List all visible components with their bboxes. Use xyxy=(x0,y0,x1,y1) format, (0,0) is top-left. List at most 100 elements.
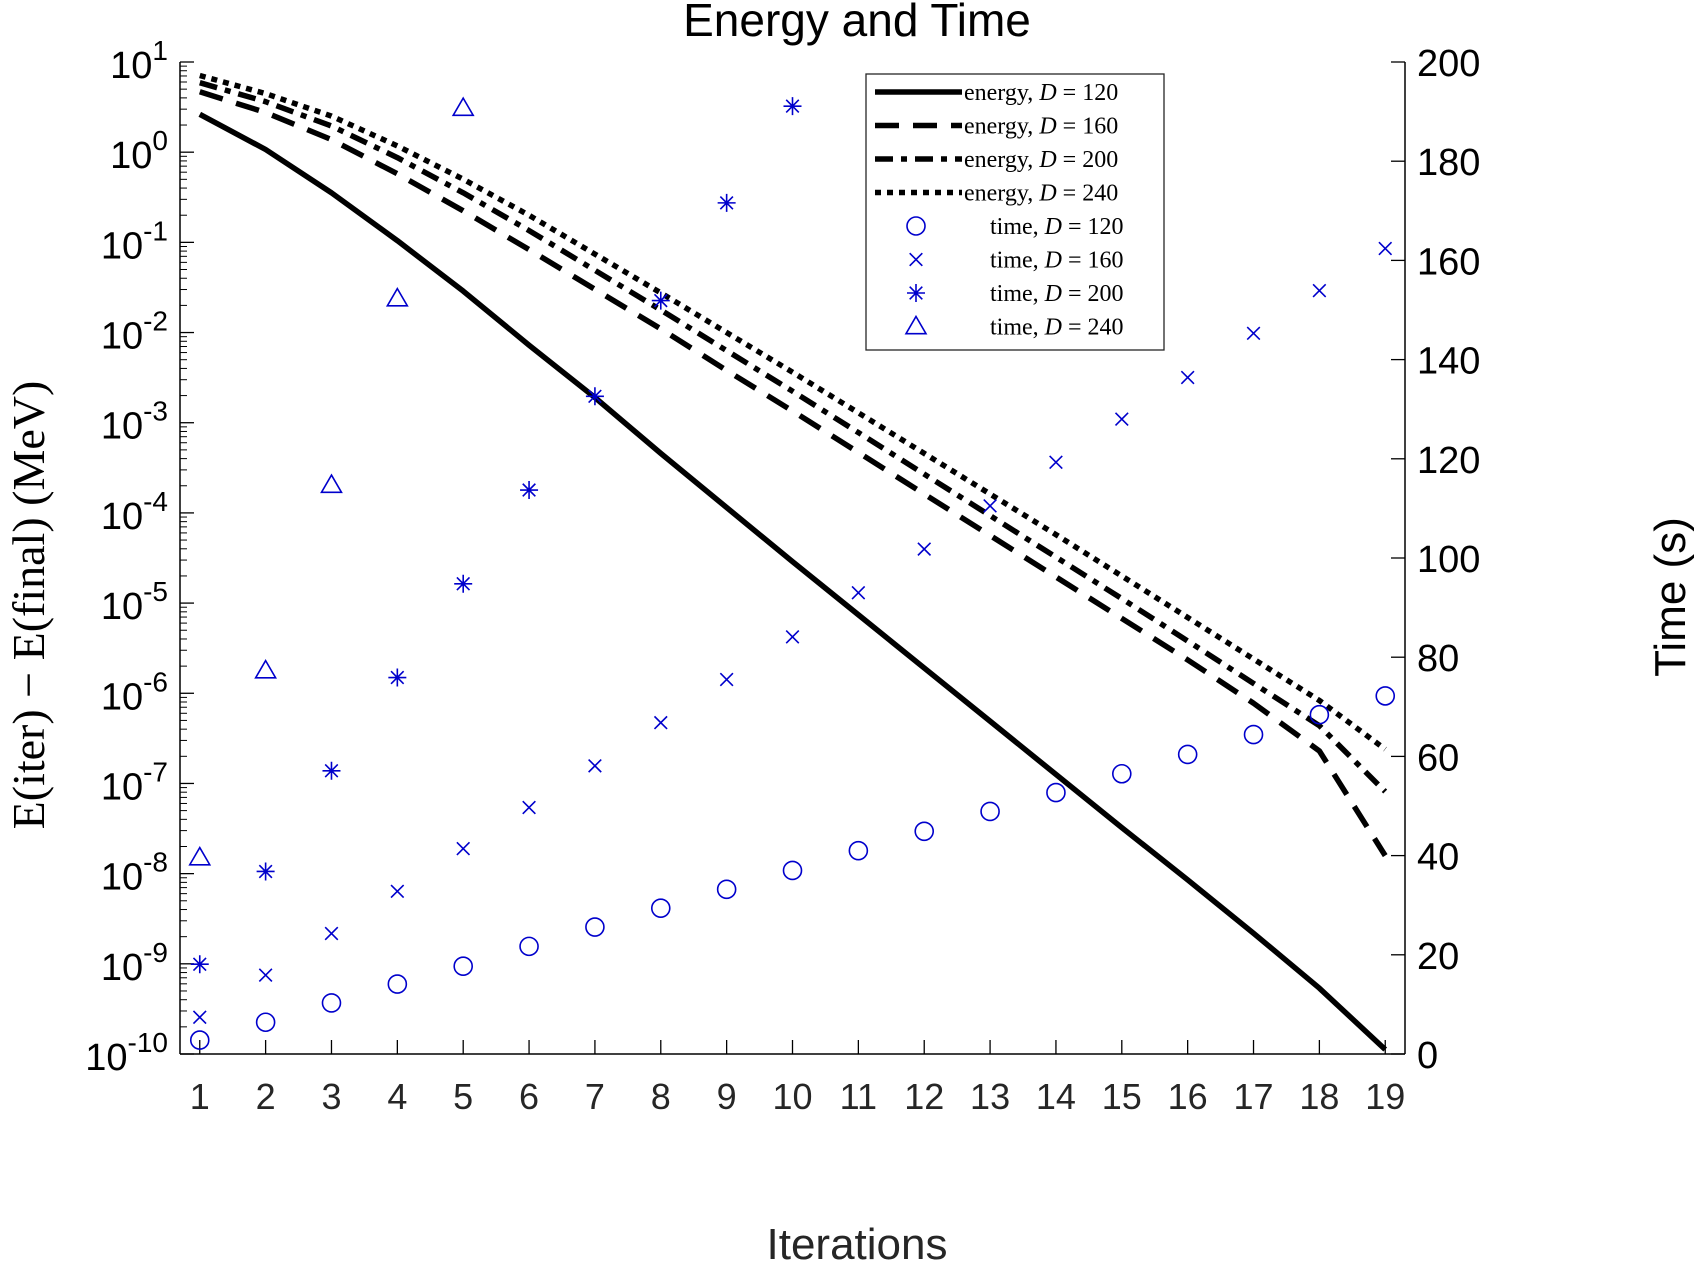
x-tick-label: 12 xyxy=(904,1076,944,1117)
series-energy-d240 xyxy=(199,72,1387,752)
x-tick-label: 3 xyxy=(321,1076,341,1117)
time-marker-d120 xyxy=(1309,704,1330,725)
time-marker-d160 xyxy=(456,841,471,856)
y-axis-right-label: Time (s) xyxy=(1646,517,1695,677)
y-left-tick-label: 10-10 xyxy=(85,1027,168,1079)
x-tick-label: 16 xyxy=(1168,1076,1208,1117)
x-tick-label: 6 xyxy=(519,1076,539,1117)
legend-label: energy, D = 200 xyxy=(964,147,1118,173)
time-marker-d120 xyxy=(914,821,935,842)
x-tick-label: 17 xyxy=(1233,1076,1273,1117)
time-marker-d200 xyxy=(190,955,209,974)
time-marker-d120 xyxy=(255,1012,276,1033)
x-tick-label: 15 xyxy=(1102,1076,1142,1117)
time-marker-d160 xyxy=(719,672,734,687)
y-left-tick-label: 10-7 xyxy=(101,756,168,808)
legend-entry: energy, D = 240 xyxy=(875,181,1118,207)
time-marker-d120 xyxy=(848,840,869,861)
time-marker-d160 xyxy=(785,629,800,644)
time-marker-d120 xyxy=(782,860,803,881)
time-marker-d200 xyxy=(256,862,275,881)
time-marker-d160 xyxy=(1312,283,1327,298)
x-tick-label: 10 xyxy=(772,1076,812,1117)
y-right-tick-label: 140 xyxy=(1417,341,1480,383)
y-right-tick-label: 200 xyxy=(1417,43,1480,85)
time-marker-d120 xyxy=(321,993,342,1013)
time-marker-d160 xyxy=(1180,370,1195,385)
legend-entry: energy, D = 200 xyxy=(875,147,1118,173)
time-marker-d240 xyxy=(320,473,343,494)
y-left-tick-label: 10-1 xyxy=(101,215,168,267)
series-energy-d200 xyxy=(199,80,1388,794)
time-marker-d120 xyxy=(1112,763,1132,784)
time-marker-d200 xyxy=(454,574,473,593)
time-marker-d120 xyxy=(189,1030,210,1050)
energy-line-d200 xyxy=(199,80,1388,794)
x-tick-label: 7 xyxy=(585,1076,605,1117)
x-tick-label: 11 xyxy=(840,1076,877,1117)
time-marker-d200 xyxy=(585,387,604,406)
time-marker-d160 xyxy=(1246,326,1261,341)
x-tick-label: 13 xyxy=(970,1076,1010,1117)
time-marker-d160 xyxy=(653,715,668,730)
x-tick-label: 14 xyxy=(1036,1076,1076,1117)
legend-marker-circle xyxy=(906,216,926,236)
legend-marker-triangle xyxy=(904,314,928,335)
time-marker-d120 xyxy=(585,917,605,937)
series-energy-d120 xyxy=(198,111,1388,1052)
series-energy-d160 xyxy=(198,89,1388,858)
legend-label: time, D = 200 xyxy=(990,281,1124,307)
x-tick-label: 5 xyxy=(453,1076,473,1117)
y-left-tick-label: 10-8 xyxy=(101,847,168,899)
time-marker-d160 xyxy=(1114,412,1129,426)
y-left-tick-label: 10-6 xyxy=(101,666,168,718)
axes: 1 2 3 4 5 6 7 8 9 10 11 12 13 14 15 16 17 18 1910110010-11… xyxy=(85,35,1480,1117)
y-right-tick-label: 180 xyxy=(1417,142,1480,184)
energy-line-d160 xyxy=(198,89,1388,858)
y-right-tick-label: 60 xyxy=(1417,737,1459,779)
time-marker-d240 xyxy=(254,659,278,679)
legend: energy, D = 120 energy, D = 160 energy, D … xyxy=(865,73,1165,351)
y-left-tick-label: 10-4 xyxy=(101,486,168,538)
y-right-tick-label: 160 xyxy=(1417,241,1480,283)
legend-entry: energy, D = 120 xyxy=(875,80,1118,106)
y-right-tick-label: 80 xyxy=(1417,638,1459,680)
time-marker-d120 xyxy=(980,801,1000,822)
y-axis-left-label: E(iter) − E(final) (MeV) xyxy=(3,381,54,830)
time-marker-d120 xyxy=(1177,744,1198,765)
time-marker-d200 xyxy=(520,481,539,500)
y-left-tick-label: 10-3 xyxy=(101,396,168,448)
series-time-d200 xyxy=(190,97,802,974)
series-layer xyxy=(188,72,1396,1052)
y-right-tick-label: 40 xyxy=(1417,837,1459,879)
series-time-d240 xyxy=(188,96,475,866)
time-marker-d120 xyxy=(1046,782,1066,803)
legend-entry: time, D = 200 xyxy=(907,281,1124,307)
time-marker-d160 xyxy=(324,926,339,941)
x-axis-label: Iterations xyxy=(767,1220,948,1263)
x-tick-label: 1 xyxy=(190,1076,210,1117)
time-marker-d160 xyxy=(1378,241,1393,256)
legend-label: energy, D = 160 xyxy=(964,114,1118,140)
time-marker-d160 xyxy=(851,585,866,600)
time-marker-d120 xyxy=(650,898,671,918)
legend-marker-x xyxy=(909,252,923,267)
time-marker-d160 xyxy=(1049,455,1063,470)
legend-label: time, D = 120 xyxy=(990,214,1124,240)
y-left-tick-label: 10-2 xyxy=(101,306,168,358)
time-marker-d120 xyxy=(716,879,737,900)
x-tick-label: 8 xyxy=(651,1076,671,1117)
time-marker-d200 xyxy=(717,193,736,212)
legend-entry: time, D = 160 xyxy=(909,248,1124,274)
time-marker-d240 xyxy=(451,96,475,117)
series-time-d160 xyxy=(192,241,1393,1025)
time-marker-d120 xyxy=(1243,724,1264,745)
energy-line-d240 xyxy=(199,72,1387,752)
time-marker-d160 xyxy=(192,1010,207,1025)
time-marker-d200 xyxy=(322,761,341,780)
y-left-tick-label: 10-5 xyxy=(101,576,168,628)
legend-entry: energy, D = 160 xyxy=(875,114,1118,140)
time-marker-d200 xyxy=(651,291,670,310)
legend-entry: time, D = 240 xyxy=(904,314,1124,341)
